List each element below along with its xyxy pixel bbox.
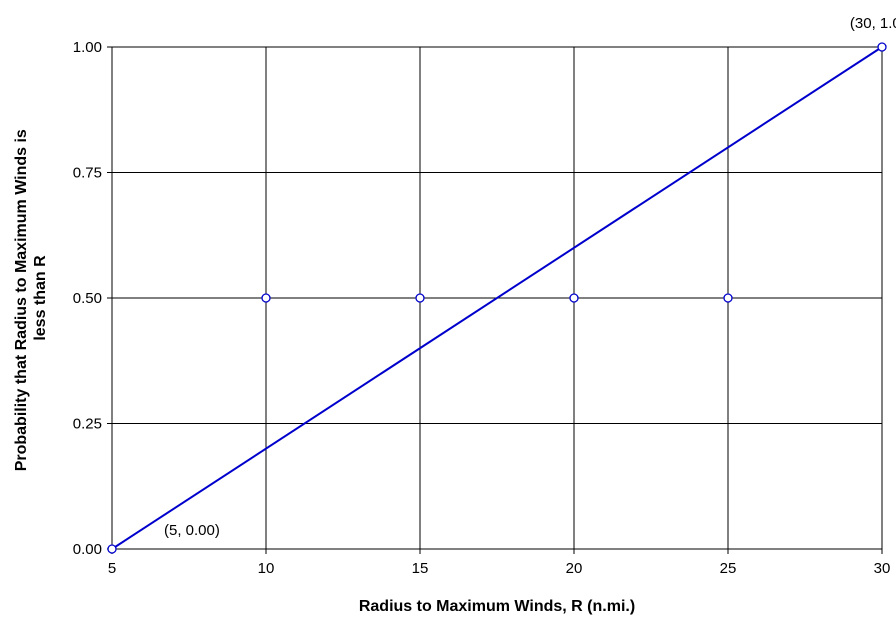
data-point <box>569 293 579 303</box>
y-tick-label: 0.25 <box>73 416 102 433</box>
data-point <box>107 544 117 554</box>
y-axis-title: Probability that Radius to Maximum Winds… <box>13 125 49 472</box>
y-tick-label: 0.00 <box>73 541 102 558</box>
data-point <box>723 293 733 303</box>
y-tick-label: 1.00 <box>73 39 102 56</box>
series <box>107 42 887 554</box>
y-axis-title-line-2: less than R <box>32 255 49 341</box>
x-tick-label: 15 <box>412 560 429 577</box>
x-tick-label: 30 <box>874 560 891 577</box>
x-axis-title: Radius to Maximum Winds, R (n.mi.) <box>359 598 635 615</box>
annotations: (5, 0.00) (30, 1.00) <box>164 15 896 539</box>
point-annotation: (5, 0.00) <box>164 522 220 539</box>
point-annotation: (30, 1.00) <box>850 15 896 32</box>
data-point <box>877 42 887 52</box>
y-tick-label: 0.50 <box>73 290 102 307</box>
x-tick-label: 20 <box>566 560 583 577</box>
data-point <box>261 293 271 303</box>
data-point <box>415 293 425 303</box>
x-tick-label: 5 <box>108 560 116 577</box>
axes: 5 10 15 20 25 30 0.00 0.25 0.50 0.75 1.00 <box>73 39 891 577</box>
y-axis-title-line-1: Probability that Radius to Maximum Winds… <box>13 129 30 471</box>
x-tick-label: 25 <box>720 560 737 577</box>
y-tick-label: 0.75 <box>73 165 102 182</box>
series-line <box>111 46 883 550</box>
x-tick-label: 10 <box>258 560 275 577</box>
